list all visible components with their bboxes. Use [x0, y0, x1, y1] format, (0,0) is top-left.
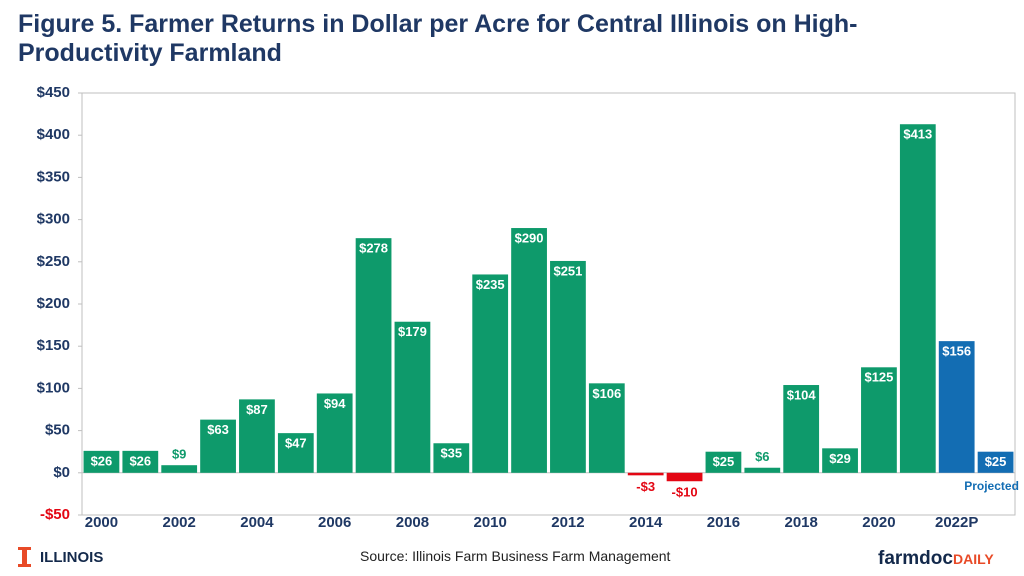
bar — [744, 467, 781, 473]
value-label: $179 — [398, 324, 427, 339]
value-label: $9 — [172, 447, 186, 462]
bar — [394, 321, 431, 473]
value-label: $87 — [246, 402, 268, 417]
y-tick-label: $150 — [37, 337, 70, 354]
value-label: -$10 — [672, 485, 698, 500]
x-tick-label: 2012 — [551, 514, 584, 531]
value-label: $251 — [553, 263, 582, 278]
bar — [666, 472, 703, 482]
x-tick-label: 2022P — [935, 514, 978, 531]
bar — [938, 341, 975, 473]
value-label: $94 — [324, 396, 346, 411]
value-label: $413 — [903, 127, 932, 142]
x-tick-label: 2014 — [629, 514, 663, 531]
bar — [861, 367, 897, 473]
x-tick-label: 2004 — [240, 514, 274, 531]
bar — [822, 448, 858, 473]
value-label: $106 — [592, 386, 621, 401]
y-tick-label: $400 — [37, 126, 70, 143]
value-label: $63 — [207, 422, 229, 437]
bar — [433, 443, 470, 473]
bar — [83, 450, 120, 473]
annotation: Projected — [964, 479, 1019, 493]
logo-mark-bottom — [18, 564, 31, 567]
y-tick-label: $0 — [53, 464, 70, 481]
bar — [277, 433, 314, 473]
y-tick-label: $450 — [37, 84, 70, 101]
bar — [161, 465, 198, 473]
x-tick-label: 2000 — [85, 514, 118, 531]
bar — [783, 385, 820, 473]
x-tick-label: 2006 — [318, 514, 351, 531]
bar — [239, 399, 275, 473]
y-tick-label: $300 — [37, 211, 70, 228]
y-tick-label: -$50 — [40, 506, 70, 523]
value-label: $26 — [91, 453, 113, 468]
y-tick-label: $50 — [45, 422, 70, 439]
value-label: $156 — [942, 344, 971, 359]
value-label: $47 — [285, 436, 307, 451]
logo-mark — [22, 549, 27, 565]
value-label: $235 — [476, 277, 505, 292]
bar — [588, 383, 625, 473]
bar — [550, 260, 586, 473]
value-label: $290 — [515, 230, 544, 245]
value-label: $278 — [359, 241, 388, 256]
x-tick-label: 2016 — [707, 514, 740, 531]
value-label: $29 — [829, 451, 851, 466]
value-label: $25 — [713, 454, 735, 469]
bar — [200, 419, 236, 473]
logo-text: ILLINOIS — [40, 549, 104, 566]
x-tick-label: 2018 — [785, 514, 818, 531]
bar — [355, 238, 392, 473]
bar — [627, 472, 664, 476]
value-label: $25 — [985, 454, 1007, 469]
value-label: $6 — [755, 449, 769, 464]
bar — [316, 393, 353, 473]
bar — [511, 228, 547, 473]
value-label: -$3 — [636, 479, 655, 494]
x-tick-label: 2008 — [396, 514, 429, 531]
bar — [122, 450, 159, 473]
brand: farmdocDAILY — [878, 548, 994, 570]
x-tick-label: 2020 — [862, 514, 895, 531]
value-label: $35 — [440, 446, 462, 461]
value-label: $104 — [787, 387, 817, 402]
chart-title: Figure 5. Farmer Returns in Dollar per A… — [18, 10, 858, 67]
bar — [977, 451, 1014, 473]
y-tick-label: $200 — [37, 295, 70, 312]
bar — [899, 124, 936, 473]
y-tick-label: $250 — [37, 253, 70, 270]
bar — [472, 274, 509, 473]
y-tick-label: $100 — [37, 379, 70, 396]
bar — [705, 451, 742, 473]
source: Source: Illinois Farm Business Farm Mana… — [360, 548, 671, 564]
brand-suffix: DAILY — [952, 551, 994, 567]
value-label: $26 — [129, 453, 151, 468]
logo-mark-top — [18, 547, 31, 550]
brand-main: farmdoc — [878, 548, 953, 569]
y-tick-label: $350 — [37, 168, 70, 185]
x-tick-label: 2010 — [474, 514, 507, 531]
x-tick-label: 2002 — [163, 514, 196, 531]
value-label: $125 — [864, 370, 893, 385]
